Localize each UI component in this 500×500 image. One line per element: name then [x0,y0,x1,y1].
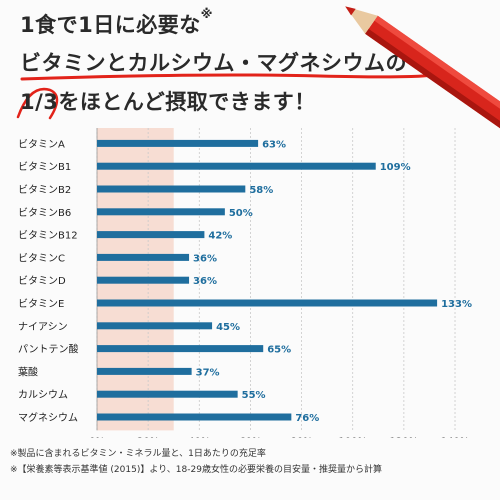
category-label: カルシウム [18,389,68,401]
footnote-2: ※【栄養素等表示基準値 (2015)】より、18-29歳女性の必要栄養の目安量・… [10,465,382,475]
category-label: 葉酸 [18,365,38,378]
value-label: 63% [262,139,286,150]
category-label: ビタミンB1 [18,161,71,173]
value-label: 109% [380,162,411,173]
category-label: パントテン酸 [18,343,79,356]
bar [97,390,238,398]
bar [97,253,190,261]
category-label: ナイアシン [18,321,68,333]
value-label: 36% [193,276,217,287]
x-tick-label: 80% [290,436,312,438]
value-label: 133% [441,299,472,310]
category-label: ビタミンD [18,275,66,287]
value-label: 55% [242,390,266,401]
headline-line-2: ビタミンとカルシウム・マグネシウムの [20,51,407,75]
red-pencil-icon [345,6,500,132]
value-label: 42% [208,231,232,242]
x-tick-label: 140% [441,436,470,438]
headline-line-3: 1/3をほとんど摂取できます！ [20,90,316,114]
bar [97,276,190,284]
category-label: マグネシウム [18,411,78,424]
x-tick-label: 100% [338,436,367,438]
x-tick-label: 60% [239,436,261,438]
value-label: 37% [196,367,220,378]
value-label: 45% [216,322,240,333]
nutrition-bar-chart: ビタミンA 63% ビタミンB1 109% ビタミンB2 58% ビタミンB6 50% ビタミン… [18,128,472,438]
bar [97,185,246,193]
value-label: 50% [229,208,253,219]
x-tick-label: 0% [89,436,105,438]
bar [97,139,259,147]
x-tick-label: 120% [390,436,419,438]
value-label: 58% [249,185,273,196]
value-label: 76% [295,413,319,424]
category-label: ビタミンB12 [18,230,78,242]
bar [97,367,192,375]
value-label: 36% [193,253,217,264]
headline-note-mark: ※ [200,7,213,21]
category-label: ビタミンE [18,298,64,310]
bar [97,162,376,170]
bar [97,322,213,330]
footnote-1: ※製品に含まれるビタミン・ミネラル量と、1日あたりの充足率 [10,449,266,459]
x-tick-label: 40% [188,436,210,438]
value-label: 65% [267,345,291,356]
bar [97,208,225,216]
bar [97,345,264,353]
category-label: ビタミンB2 [18,184,71,196]
category-label: ビタミンB6 [18,207,71,219]
category-label: ビタミンC [18,252,65,264]
category-label: ビタミンA [18,138,65,150]
bar [97,299,438,307]
x-tick-label: 20% [137,436,159,438]
bar [97,413,292,421]
bar [97,231,205,239]
headline-underline [16,70,447,120]
headline-line-1: 1食で1日に必要な※ [20,7,213,37]
